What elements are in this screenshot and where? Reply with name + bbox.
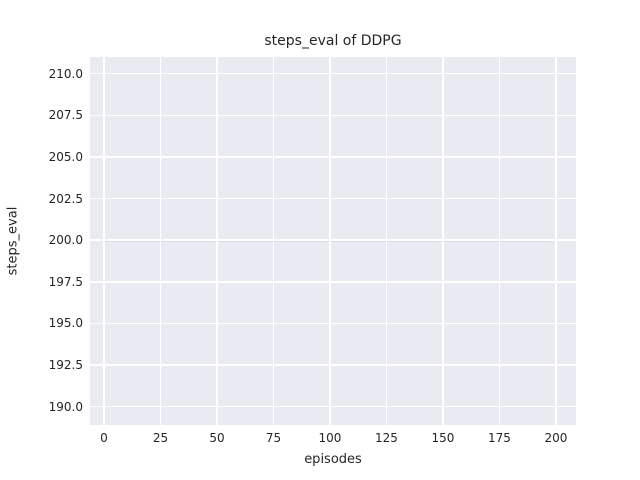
x-gridline bbox=[442, 57, 444, 425]
x-gridline bbox=[216, 57, 218, 425]
y-gridline bbox=[90, 239, 576, 241]
x-gridline bbox=[385, 57, 388, 425]
y-axis-label: steps_eval bbox=[5, 206, 21, 276]
y-gridline bbox=[90, 405, 576, 408]
plot-area bbox=[90, 57, 576, 425]
x-tick-label: 100 bbox=[318, 431, 342, 445]
x-tick-label: 0 bbox=[100, 431, 108, 445]
y-gridline bbox=[90, 114, 576, 117]
y-tick-label: 190.0 bbox=[48, 399, 83, 414]
y-tick-label: 195.0 bbox=[48, 316, 83, 331]
x-tick-label: 25 bbox=[152, 431, 169, 445]
x-gridline bbox=[103, 57, 105, 425]
y-tick-label: 205.0 bbox=[48, 149, 83, 164]
y-gridline bbox=[90, 281, 576, 283]
x-axis-label: episodes bbox=[304, 452, 362, 467]
y-gridline bbox=[90, 156, 576, 158]
y-gridline bbox=[90, 72, 576, 75]
x-gridline bbox=[498, 57, 501, 425]
y-gridline bbox=[90, 364, 576, 366]
y-gridline bbox=[90, 322, 576, 325]
y-tick-label: 197.5 bbox=[48, 274, 83, 289]
x-gridline bbox=[329, 57, 331, 425]
series-line-layer bbox=[90, 57, 576, 425]
x-gridline bbox=[555, 57, 557, 425]
x-gridline bbox=[159, 57, 162, 425]
x-tick-label: 200 bbox=[544, 431, 568, 445]
chart-title: steps_eval of DDPG bbox=[264, 33, 402, 49]
y-tick-label: 210.0 bbox=[48, 66, 83, 81]
y-tick-label: 200.0 bbox=[48, 233, 83, 248]
y-tick-label: 207.5 bbox=[48, 108, 83, 123]
x-gridline bbox=[272, 57, 275, 425]
y-gridline bbox=[90, 197, 576, 200]
y-tick-label: 202.5 bbox=[48, 191, 83, 206]
y-tick-label: 192.5 bbox=[48, 358, 83, 373]
x-tick-label: 50 bbox=[209, 431, 225, 445]
x-tick-label: 150 bbox=[431, 431, 455, 445]
x-tick-label: 175 bbox=[487, 431, 511, 445]
x-tick-label: 75 bbox=[265, 431, 282, 445]
x-tick-label: 125 bbox=[374, 431, 398, 445]
